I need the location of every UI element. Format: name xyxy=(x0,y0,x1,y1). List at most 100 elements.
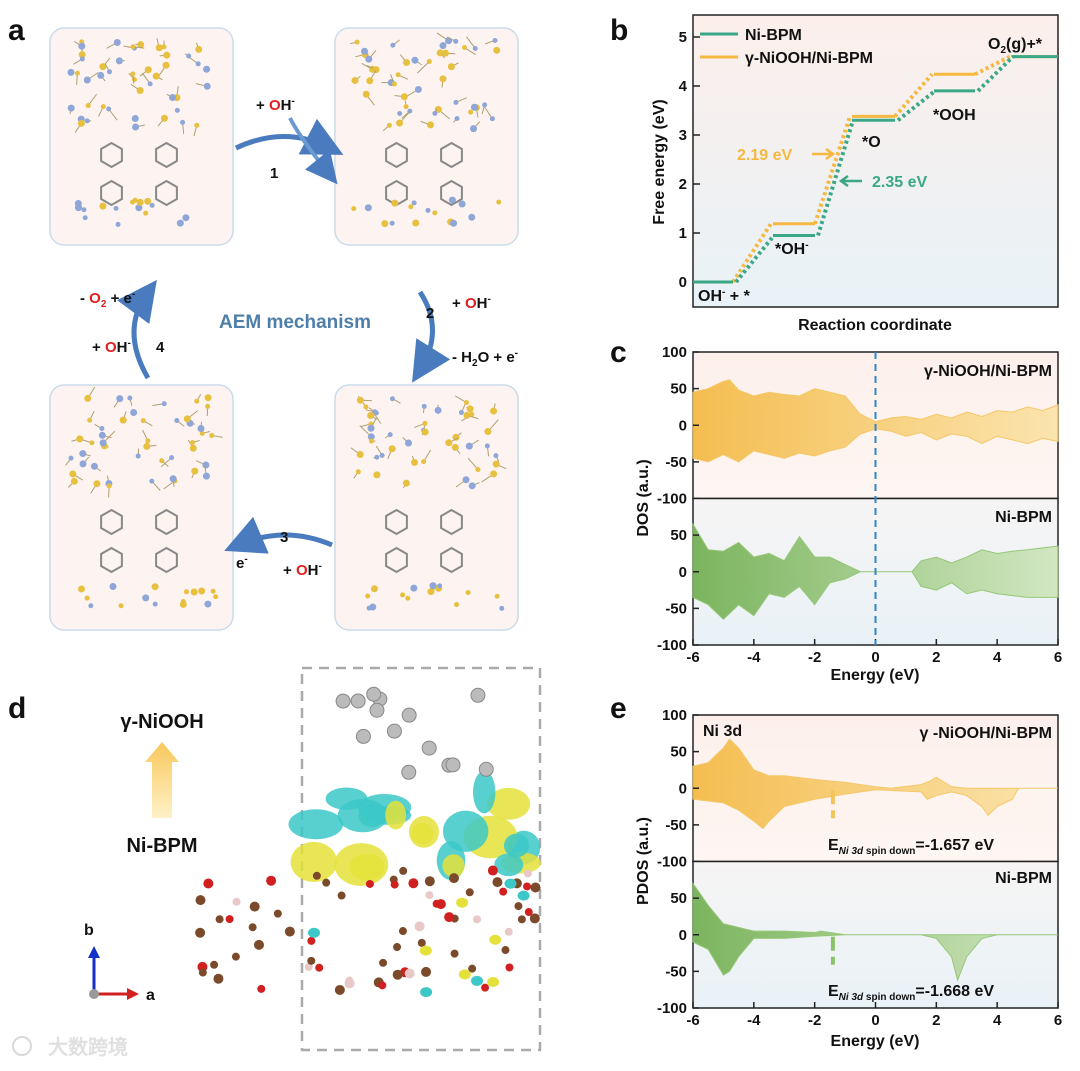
axis-b-label: b xyxy=(84,922,94,939)
atom xyxy=(194,123,199,128)
atom xyxy=(75,71,80,76)
step-3-label: + OH- xyxy=(283,561,322,579)
atom xyxy=(481,984,489,992)
atom xyxy=(452,444,459,451)
atom xyxy=(250,902,260,912)
atom xyxy=(411,459,418,466)
atom xyxy=(361,48,368,55)
xtick-label: 4 xyxy=(993,1012,1002,1029)
atom xyxy=(133,198,138,203)
atom xyxy=(427,59,432,64)
atom xyxy=(194,399,199,404)
atom xyxy=(392,81,397,86)
atom xyxy=(257,985,265,993)
atom xyxy=(159,458,164,463)
atom xyxy=(130,409,137,416)
atom xyxy=(462,45,467,50)
atom xyxy=(412,200,417,205)
atom xyxy=(190,440,195,445)
atom xyxy=(371,585,378,592)
atom xyxy=(203,473,210,480)
atom xyxy=(492,877,502,887)
atom xyxy=(499,888,507,896)
charge-density-lobe xyxy=(489,935,501,945)
atom xyxy=(216,915,224,923)
atom xyxy=(69,456,74,461)
atom xyxy=(366,77,373,84)
atom xyxy=(390,221,395,226)
atom xyxy=(490,116,495,121)
atom xyxy=(365,594,370,599)
atom xyxy=(119,603,124,608)
xtick-label: 2 xyxy=(932,649,940,666)
atom xyxy=(315,964,323,972)
ytick-label: -100 xyxy=(657,637,687,654)
xtick-label: 6 xyxy=(1054,649,1062,666)
atom xyxy=(213,594,218,599)
atom xyxy=(357,451,364,458)
plot-b-xlabel: Reaction coordinate xyxy=(798,317,952,334)
state-label-o: *O xyxy=(862,134,881,151)
ytick-label: 5 xyxy=(679,29,687,46)
atom xyxy=(445,439,452,446)
step-2-number: 2 xyxy=(426,305,434,322)
step-2-product: - H2O + e- xyxy=(452,348,518,369)
atom xyxy=(475,467,480,472)
atom xyxy=(93,480,100,487)
atom xyxy=(411,57,418,64)
nickel-atom xyxy=(336,694,350,708)
panel-d: d γ-NiOOH Ni-BPM b a xyxy=(8,668,541,1050)
atom xyxy=(415,921,425,931)
state-label-ooh: *OOH xyxy=(933,107,976,124)
atom xyxy=(204,601,211,608)
xtick-label: -2 xyxy=(808,1012,821,1029)
molecular-structure xyxy=(335,385,518,630)
atom xyxy=(459,410,464,415)
atom xyxy=(85,118,90,123)
atom xyxy=(162,401,167,406)
atom xyxy=(307,937,315,945)
atom xyxy=(78,585,85,592)
atom xyxy=(190,445,197,452)
atom xyxy=(86,103,91,108)
atom xyxy=(182,214,189,221)
atom xyxy=(266,876,276,886)
atom xyxy=(145,66,152,73)
atom xyxy=(463,476,470,483)
atom xyxy=(466,590,471,595)
atom xyxy=(524,870,532,878)
atom xyxy=(177,220,184,227)
molecular-structure xyxy=(50,385,233,630)
ytick-label: 50 xyxy=(670,744,687,761)
barrier-gamma-label: 2.19 eV xyxy=(737,147,792,164)
atom xyxy=(132,124,139,131)
atom xyxy=(381,220,388,227)
step-4-number: 4 xyxy=(156,339,165,356)
atom xyxy=(130,44,135,49)
atom xyxy=(116,222,121,227)
aem-mechanism-title: AEM mechanism xyxy=(219,312,371,333)
charge-density-lobe xyxy=(504,879,516,889)
atom xyxy=(180,120,185,125)
structure-frame xyxy=(50,28,233,245)
atom xyxy=(525,908,533,916)
atom xyxy=(396,72,401,77)
atom xyxy=(196,61,201,66)
atom xyxy=(393,943,401,951)
atom xyxy=(421,459,426,464)
charge-density-lobe xyxy=(385,801,406,830)
atom xyxy=(466,888,474,896)
atom xyxy=(99,203,106,210)
xtick-label: 0 xyxy=(871,1012,879,1029)
atom xyxy=(499,606,504,611)
atom xyxy=(78,43,85,50)
atom xyxy=(163,52,170,59)
step-1-arrow xyxy=(236,137,330,149)
plot-e-xlabel: Energy (eV) xyxy=(831,1033,920,1050)
atom xyxy=(101,104,106,109)
atom xyxy=(493,47,500,54)
atom xyxy=(523,882,531,890)
